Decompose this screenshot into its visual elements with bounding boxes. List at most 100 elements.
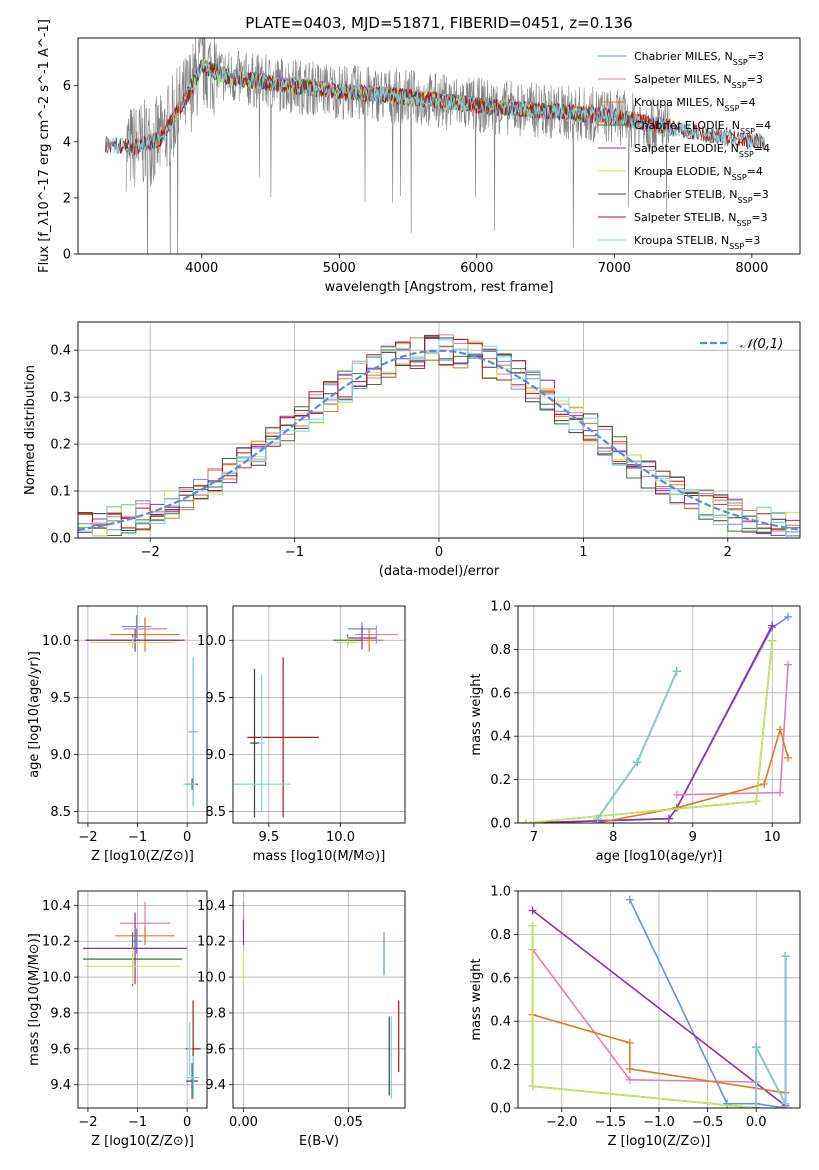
x-tick-label: −2: [78, 830, 97, 845]
y-tick-label: 9.0: [50, 748, 71, 763]
model-spectrum: [105, 58, 766, 156]
mass-weight-series: [525, 616, 789, 823]
grid-massweight-vs-Z: [518, 890, 800, 1109]
axes-massweight-vs-age: 7 8 9 10 0.0 0.2 0.4 0.6 0.8 1.0 age [log10(age/yr…: [469, 600, 801, 864]
x-tick-label: 9.5: [258, 830, 279, 845]
x-axis-label: Z [log10(Z/Z⊙)]: [91, 1134, 194, 1149]
mass-weight-series: [596, 670, 678, 820]
mass-weight-marker: [776, 725, 785, 734]
mass-weight-series: [755, 956, 787, 1108]
errorbar-point: [247, 657, 319, 818]
legend-entry: Kroupa ELODIE, NSSP=4: [634, 165, 763, 182]
y-tick-label: 0.4: [490, 1015, 511, 1030]
y-tick-label: 8.5: [205, 805, 226, 820]
x-tick-label: 0: [183, 1115, 191, 1130]
mass-weight-series: [525, 640, 773, 823]
x-tick-label: 0.0: [746, 1115, 767, 1130]
x-tick-label: −2: [141, 545, 160, 560]
mass-weight-series: [525, 640, 773, 823]
y-tick-label: 0.8: [490, 643, 511, 658]
x-tick-label: 7: [530, 830, 538, 845]
y-tick-label: 9.5: [50, 691, 71, 706]
x-tick-label: −0.5: [692, 1115, 724, 1130]
y-tick-label: 0.3: [50, 391, 71, 406]
x-tick-label: 9: [689, 830, 697, 845]
y-tick-label: 0.2: [50, 438, 71, 453]
x-tick-label: −1: [128, 1115, 147, 1130]
x-tick-label: 10: [764, 830, 781, 845]
mass-weight-marker: [528, 1082, 537, 1091]
x-tick-label: 2: [724, 545, 732, 560]
axes-age-vs-mass: 9.5 10.0 8.5 9.0 9.5 10.0 mass [log10(M/M⊙)]: [197, 605, 406, 864]
plot-area-age-vs-Z: [85, 615, 199, 806]
y-axis-label: mass weight: [469, 673, 484, 755]
mass-weight-marker: [752, 1104, 761, 1108]
mass-weight-marker: [633, 758, 642, 767]
y-tick-label: 10.0: [197, 634, 226, 649]
legend: Chabrier MILES, NSSP=3 Salpeter MILES, NS…: [598, 50, 771, 251]
mass-weight-series: [531, 949, 757, 1108]
errorbar-point: [82, 912, 188, 985]
x-tick-label: −1: [128, 830, 147, 845]
errorbar-point: [85, 628, 185, 652]
errorbar-point: [250, 668, 259, 818]
legend-entry: Chabrier ELODIE, NSSP=4: [634, 119, 771, 136]
x-axis-label: age [log10(age/yr)]: [596, 849, 723, 864]
mass-weight-marker: [672, 667, 681, 676]
y-tick-label: 8.5: [50, 805, 71, 820]
mass-weight-series: [596, 670, 678, 820]
plot-area-spectrum: [105, 38, 766, 254]
model-spectrum: [105, 61, 766, 157]
x-tick-label: −1.5: [595, 1115, 627, 1130]
grid-age-vs-mass: [233, 606, 405, 823]
x-axis-label: wavelength [Angstrom, rest frame]: [325, 280, 554, 295]
mass-weight-marker: [776, 788, 785, 797]
y-tick-label: 9.6: [50, 1042, 71, 1057]
axes-frame: [77, 321, 801, 539]
x-axis-label: Z [log10(Z/Z⊙)]: [608, 1134, 711, 1149]
y-tick-label: 0.8: [490, 928, 511, 943]
chart-title: PLATE=0403, MJD=51871, FIBERID=0451, z=0…: [245, 14, 632, 32]
plot-area-mass-vs-EBV: [242, 901, 400, 1100]
x-tick-label: 8000: [735, 261, 768, 276]
x-tick-label: −1: [285, 545, 304, 560]
histogram-series: [78, 334, 800, 537]
x-axis-label: mass [log10(M/M⊙)]: [253, 849, 386, 864]
y-axis-label: Normed distribution: [23, 365, 38, 495]
mass-weight-series: [629, 899, 786, 1108]
normal-reference-line: [78, 349, 800, 531]
legend-entry: Salpeter STELIB, NSSP=3: [634, 211, 768, 228]
legend-entry: Chabrier STELIB, NSSP=3: [634, 188, 769, 205]
y-axis-label: mass weight: [469, 958, 484, 1040]
errorbar-point: [347, 626, 377, 650]
y-tick-label: 10.0: [42, 634, 71, 649]
y-tick-label: 10.2: [197, 935, 226, 950]
y-tick-label: 0.0: [490, 817, 511, 832]
y-tick-label: 0.4: [50, 344, 71, 359]
y-tick-label: 10.0: [42, 971, 71, 986]
axes-residuals: −2 −1 0 1 2 0.0 0.1 0.2 0.3 0.4 (data-model)/error…: [23, 321, 801, 579]
axes-frame: [77, 890, 208, 1109]
mass-weight-series: [532, 909, 786, 1107]
axes-frame: [517, 890, 801, 1109]
x-tick-label: 1: [579, 545, 587, 560]
errorbar-point: [110, 617, 180, 652]
mass-weight-marker: [781, 952, 790, 961]
y-tick-label: 10.0: [197, 971, 226, 986]
mass-weight-marker: [625, 895, 634, 904]
x-tick-label: 4000: [185, 261, 218, 276]
legend-entry: Salpeter MILES, NSSP=3: [634, 73, 763, 90]
mass-weight-marker: [752, 1043, 761, 1052]
mass-weight-marker: [664, 814, 673, 823]
legend: 𝒩(0,1): [700, 337, 783, 352]
mass-weight-marker: [521, 819, 530, 823]
mass-weight-marker: [625, 1038, 634, 1047]
errorbar-point: [186, 1055, 200, 1100]
mass-weight-series: [755, 956, 787, 1108]
mass-weight-marker: [723, 1099, 732, 1108]
y-tick-label: 9.5: [205, 691, 226, 706]
y-tick-label: 6: [63, 79, 71, 94]
x-tick-label: 0: [183, 830, 191, 845]
grid-mass-vs-EBV: [233, 891, 405, 1108]
mass-weight-series: [755, 956, 787, 1108]
